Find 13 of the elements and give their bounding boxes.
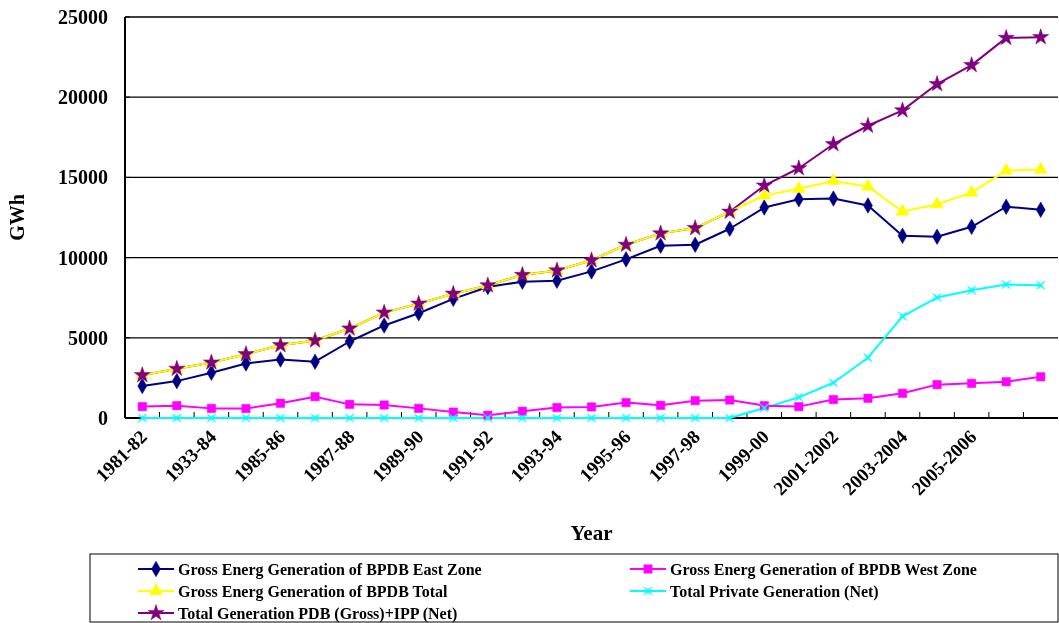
y-tick-label: 10000 xyxy=(58,246,108,269)
y-tick-label: 5000 xyxy=(68,326,108,349)
y-tick-label: 25000 xyxy=(58,6,108,28)
legend-label: Gross Energ Generation of BPDB Total xyxy=(178,582,449,601)
legend-label: Gross Energ Generation of BPDB West Zone xyxy=(670,560,977,579)
y-tick-label: 0 xyxy=(98,407,108,429)
y-tick-label: 20000 xyxy=(58,86,108,109)
legend-label: Gross Energ Generation of BPDB East Zone xyxy=(178,560,482,579)
y-tick-label: 15000 xyxy=(58,166,108,189)
legend-label: Total Generation PDB (Gross)+IPP (Net) xyxy=(178,604,458,623)
y-axis-title: GWh xyxy=(6,194,28,241)
legend-label: Total Private Generation (Net) xyxy=(670,582,879,601)
x-axis-title: Year xyxy=(570,521,613,545)
